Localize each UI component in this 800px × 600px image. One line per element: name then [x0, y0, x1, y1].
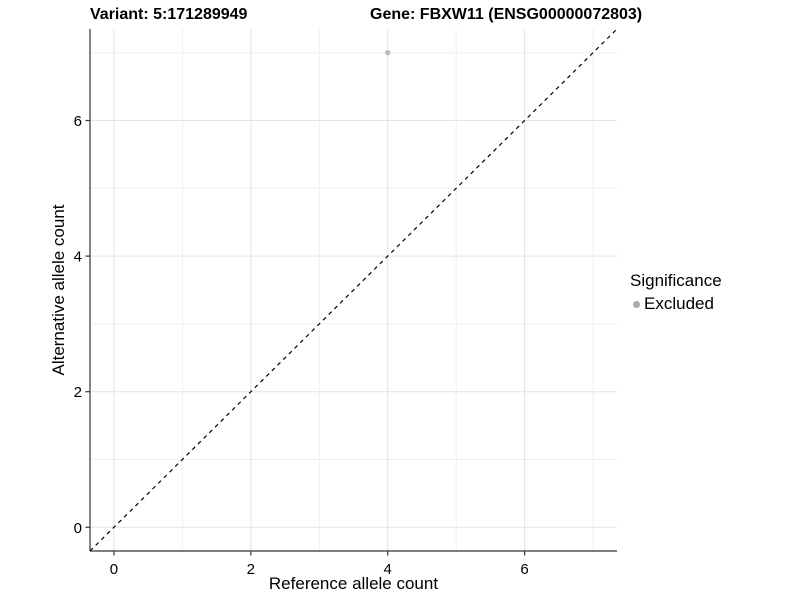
legend-item-label: Excluded — [644, 294, 714, 313]
y-tick-label: 2 — [74, 384, 82, 401]
x-tick-label: 0 — [110, 561, 118, 578]
y-tick-label: 4 — [74, 249, 82, 266]
plot-title-variant: Variant: 5:171289949 — [90, 6, 248, 23]
y-tick-label: 6 — [74, 113, 82, 130]
data-point — [385, 50, 391, 56]
legend: Significance Excluded — [630, 271, 722, 314]
legend-item-excluded: Excluded — [630, 294, 722, 314]
x-tick-label: 2 — [247, 561, 255, 578]
plot-title-gene: Gene: FBXW11 (ENSG00000072803) — [370, 6, 643, 23]
legend-key-dot-icon — [633, 300, 640, 308]
identity-reference-line — [89, 28, 618, 552]
y-axis-title: Alternative allele count — [49, 204, 68, 376]
x-axis-title: Reference allele count — [268, 574, 439, 593]
x-tick-label: 4 — [384, 561, 392, 578]
legend-title: Significance — [630, 271, 722, 290]
y-tick-label: 0 — [74, 520, 82, 537]
x-tick-label: 6 — [520, 561, 528, 578]
